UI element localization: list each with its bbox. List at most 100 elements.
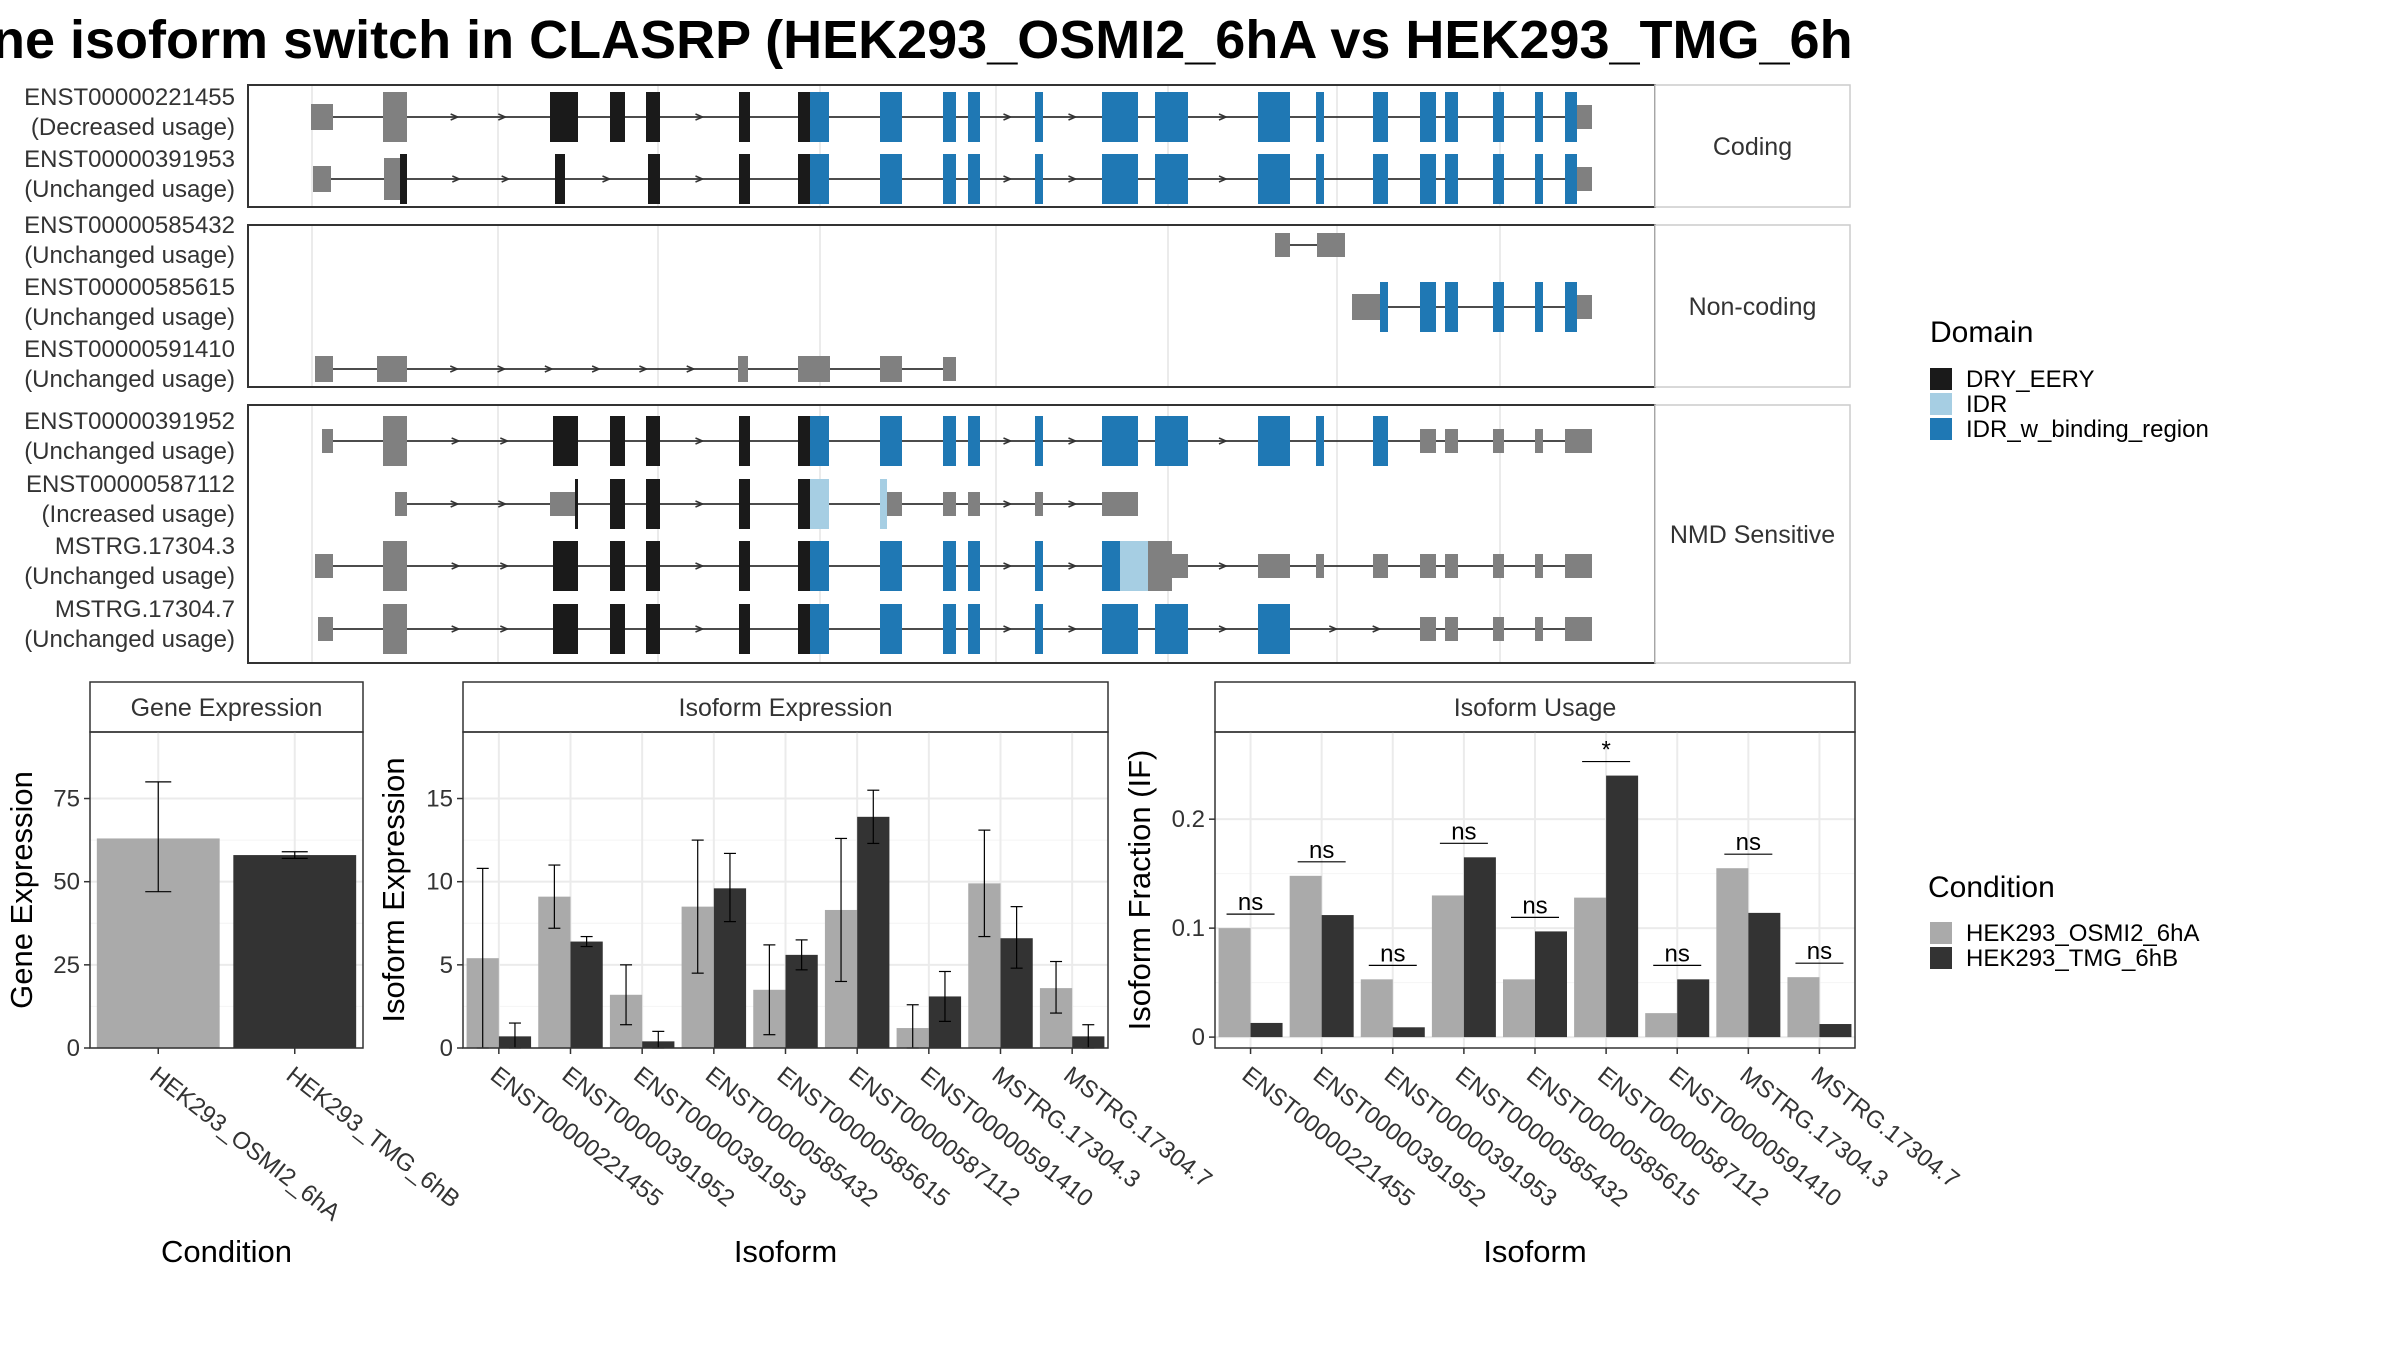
intron-arrow bbox=[500, 562, 510, 570]
legend-condition-label: HEK293_TMG_6hB bbox=[1966, 945, 2178, 972]
transcript-id-label: ENST00000585615 bbox=[24, 274, 235, 301]
domain-exon bbox=[880, 479, 887, 529]
bar bbox=[1645, 1013, 1678, 1038]
domain-exon bbox=[943, 416, 956, 466]
intron-arrow bbox=[1068, 625, 1078, 633]
domain-exon bbox=[646, 479, 660, 529]
domain-exon bbox=[648, 154, 660, 204]
y-tick-label: 5 bbox=[440, 952, 453, 979]
domain-exon bbox=[646, 92, 660, 142]
intron-arrow bbox=[695, 562, 705, 570]
domain-exon bbox=[810, 416, 829, 466]
domain-exon bbox=[798, 92, 810, 142]
domain-exon bbox=[1565, 282, 1577, 332]
facet-strip-title: Isoform Expression bbox=[679, 694, 893, 722]
utr-exon bbox=[1565, 554, 1592, 578]
utr-exon bbox=[1577, 105, 1592, 129]
transcript-id-label: ENST00000591410 bbox=[24, 336, 235, 363]
utr-exon bbox=[968, 492, 980, 516]
domain-exon bbox=[968, 541, 980, 591]
legend-condition-title: Condition bbox=[1928, 871, 2055, 904]
intron-arrow bbox=[602, 175, 612, 183]
domain-exon bbox=[1373, 154, 1388, 204]
domain-exon bbox=[1258, 416, 1290, 466]
legend-domain-swatch bbox=[1930, 368, 1952, 390]
domain-exon bbox=[810, 604, 829, 654]
y-axis-title: Isoform Fraction (IF) bbox=[1122, 750, 1157, 1031]
y-tick-label: 0 bbox=[67, 1035, 80, 1062]
intron-arrow bbox=[1372, 625, 1382, 633]
legend-domain-label: IDR_w_binding_region bbox=[1966, 416, 2209, 443]
domain-exon bbox=[1420, 92, 1436, 142]
bar bbox=[1716, 868, 1749, 1038]
domain-exon bbox=[810, 541, 829, 591]
legend-domain-swatch bbox=[1930, 393, 1952, 415]
intron-arrow bbox=[639, 365, 649, 373]
domain-exon bbox=[880, 416, 902, 466]
utr-exon bbox=[377, 356, 407, 382]
utr-exon bbox=[1420, 429, 1436, 453]
intron-arrow bbox=[695, 175, 705, 183]
significance-label: ns bbox=[1522, 892, 1547, 919]
domain-exon bbox=[1316, 416, 1324, 466]
utr-exon bbox=[383, 416, 407, 466]
domain-exon bbox=[1258, 604, 1290, 654]
structure-facet-label: Coding bbox=[1713, 133, 1792, 161]
domain-exon bbox=[646, 416, 660, 466]
domain-exon bbox=[1316, 154, 1324, 204]
utr-exon bbox=[383, 604, 407, 654]
transcript-usage-label: (Decreased usage) bbox=[31, 114, 235, 141]
utr-exon bbox=[313, 166, 331, 192]
domain-exon bbox=[1120, 541, 1148, 591]
bar bbox=[1431, 895, 1464, 1038]
significance-label: ns bbox=[1736, 829, 1761, 856]
transcript-usage-label: (Unchanged usage) bbox=[24, 176, 235, 203]
bar bbox=[1289, 875, 1322, 1038]
utr-exon bbox=[1373, 554, 1388, 578]
bar bbox=[1321, 915, 1354, 1038]
domain-exon bbox=[1035, 154, 1043, 204]
x-axis-title: Isoform bbox=[734, 1234, 837, 1269]
domain-exon bbox=[1535, 154, 1543, 204]
domain-exon bbox=[739, 154, 750, 204]
domain-exon bbox=[610, 604, 625, 654]
transcript-usage-label: (Unchanged usage) bbox=[24, 366, 235, 393]
intron-arrow bbox=[1068, 175, 1078, 183]
intron-arrow bbox=[1003, 437, 1013, 445]
facet-strip bbox=[462, 681, 1109, 733]
domain-exon bbox=[400, 154, 407, 204]
intron-arrow bbox=[1218, 437, 1228, 445]
significance-label: ns bbox=[1380, 940, 1405, 967]
domain-exon bbox=[1102, 604, 1138, 654]
domain-exon bbox=[943, 154, 956, 204]
x-axis-title: Condition bbox=[161, 1234, 292, 1269]
utr-exon bbox=[1316, 554, 1324, 578]
domain-exon bbox=[1035, 541, 1043, 591]
transcript-structure-panel: Coding ENST00000221455 (Decreased usage) EN… bbox=[24, 84, 1851, 664]
intron-arrow bbox=[1003, 175, 1013, 183]
utr-exon bbox=[1493, 617, 1504, 641]
bar bbox=[1787, 977, 1820, 1038]
domain-exon bbox=[968, 604, 980, 654]
utr-exon bbox=[318, 617, 333, 641]
domain-exon bbox=[1373, 416, 1388, 466]
legend-condition-swatch bbox=[1930, 922, 1952, 944]
utr-exon bbox=[798, 356, 830, 382]
structure-facet-strip bbox=[1654, 224, 1851, 388]
plot-border bbox=[1214, 731, 1856, 1049]
intron-arrow bbox=[501, 175, 511, 183]
legend-domain-label: DRY_EERY bbox=[1966, 366, 2095, 393]
y-tick-label: 75 bbox=[53, 786, 80, 813]
intron-arrow bbox=[1218, 625, 1228, 633]
intron-arrow bbox=[1218, 562, 1228, 570]
significance-label: ns bbox=[1451, 818, 1476, 845]
domain-exon bbox=[1035, 92, 1043, 142]
domain-exon bbox=[1155, 92, 1188, 142]
utr-exon bbox=[550, 492, 575, 516]
legend-domain-label: IDR bbox=[1966, 391, 2007, 418]
bar bbox=[857, 816, 890, 1048]
domain-exon bbox=[798, 479, 810, 529]
intron-arrow bbox=[451, 562, 461, 570]
